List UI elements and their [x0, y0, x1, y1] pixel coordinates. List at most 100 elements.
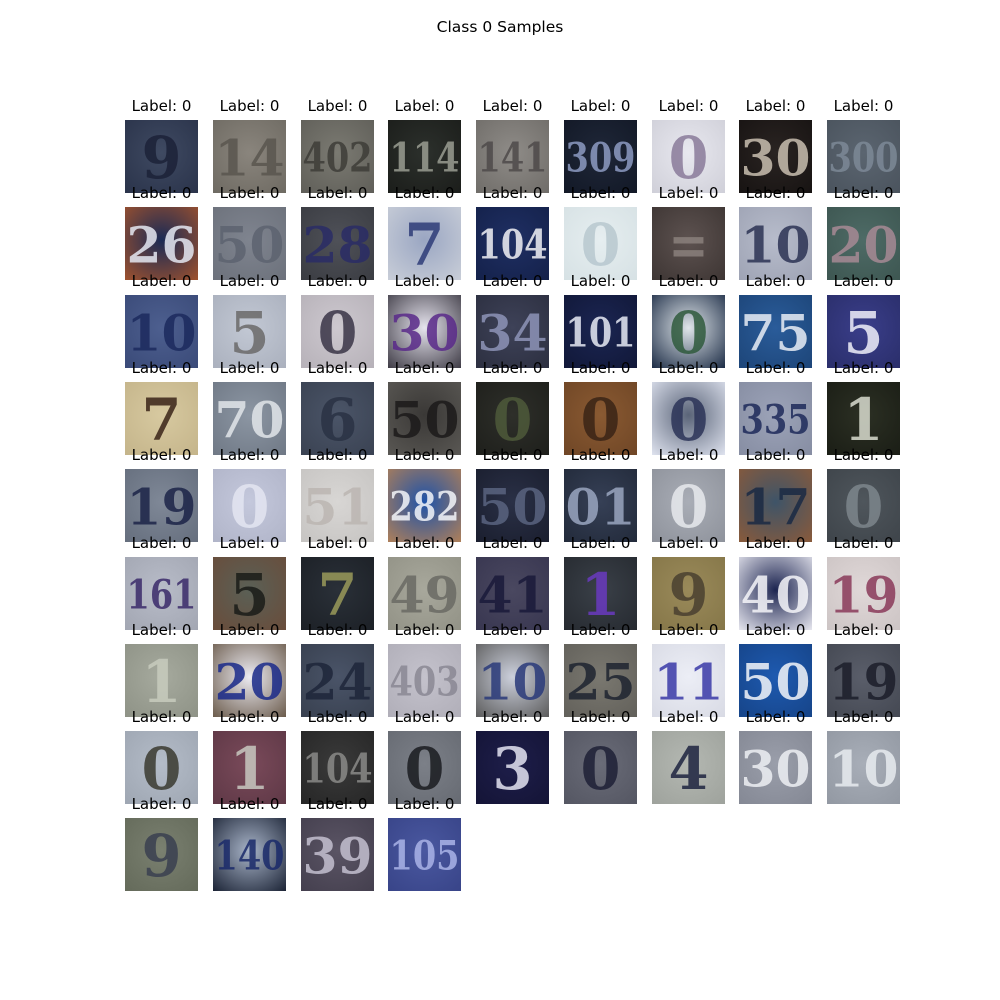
sample-label: Label: 0	[833, 534, 894, 552]
sample-label: Label: 0	[394, 534, 455, 552]
digit-image: 34	[476, 295, 549, 368]
digit-image: 19	[827, 557, 900, 630]
sample-label: Label: 0	[394, 708, 455, 726]
digit-glyph: 0	[493, 386, 533, 454]
digit-image: 0	[652, 295, 725, 368]
sample-label: Label: 0	[394, 184, 455, 202]
digit-glyph: 70	[215, 391, 285, 450]
digit-image: 104	[301, 731, 374, 804]
sample-label: Label: 0	[307, 272, 368, 290]
sample-label: Label: 0	[131, 446, 192, 464]
sample-label: Label: 0	[570, 97, 631, 115]
digit-glyph: 40	[741, 566, 811, 625]
digit-glyph: 39	[303, 827, 373, 886]
sample-label: Label: 0	[307, 97, 368, 115]
digit-image: 10	[476, 644, 549, 717]
sample-label: Label: 0	[658, 446, 719, 464]
digit-image: 0	[125, 731, 198, 804]
sample-label: Label: 0	[570, 708, 631, 726]
digit-image: 5	[213, 295, 286, 368]
digit-image: 75	[739, 295, 812, 368]
digit-glyph: 1	[581, 561, 621, 629]
sample-label: Label: 0	[131, 359, 192, 377]
digit-glyph: 3	[493, 735, 533, 803]
digit-glyph: 403	[390, 659, 460, 706]
digit-image: 335	[739, 382, 812, 455]
digit-image: 141	[476, 120, 549, 193]
digit-glyph: 9	[142, 822, 182, 890]
digit-glyph: 17	[741, 478, 811, 537]
sample-label: Label: 0	[745, 708, 806, 726]
digit-glyph: 19	[829, 653, 899, 712]
digit-image: 14	[213, 120, 286, 193]
sample-label: Label: 0	[745, 446, 806, 464]
sample-label: Label: 0	[833, 272, 894, 290]
digit-image: 20	[827, 207, 900, 280]
digit-image: 10	[827, 731, 900, 804]
digit-image: 9	[652, 557, 725, 630]
digit-image: 40	[739, 557, 812, 630]
digit-image: 0	[827, 469, 900, 542]
sample-label: Label: 0	[131, 272, 192, 290]
digit-glyph: 141	[478, 135, 548, 182]
digit-glyph: 0	[230, 473, 270, 541]
digit-image: 0	[564, 731, 637, 804]
digit-glyph: 5	[230, 561, 270, 629]
digit-glyph: 0	[669, 299, 709, 367]
digit-glyph: 0	[318, 299, 358, 367]
sample-label: Label: 0	[219, 621, 280, 639]
digit-glyph: 7	[405, 211, 445, 279]
sample-label: Label: 0	[219, 446, 280, 464]
digit-glyph: 01	[566, 478, 636, 537]
sample-label: Label: 0	[219, 272, 280, 290]
digit-glyph: 41	[478, 566, 548, 625]
sample-label: Label: 0	[658, 708, 719, 726]
digit-image: 30	[739, 731, 812, 804]
digit-glyph: 114	[390, 135, 460, 182]
digit-image: 30	[739, 120, 812, 193]
digit-image: 5	[827, 295, 900, 368]
digit-image: 4	[652, 731, 725, 804]
digit-image: 7	[125, 382, 198, 455]
sample-label: Label: 0	[307, 184, 368, 202]
digit-glyph: 11	[654, 653, 724, 712]
digit-image: 0	[652, 120, 725, 193]
digit-image: 41	[476, 557, 549, 630]
digit-glyph: 30	[390, 304, 460, 363]
sample-label: Label: 0	[482, 184, 543, 202]
digit-glyph: 19	[829, 566, 899, 625]
sample-label: Label: 0	[394, 272, 455, 290]
digit-image: 0	[652, 382, 725, 455]
digit-image: 39	[301, 818, 374, 891]
digit-glyph: 161	[127, 572, 197, 619]
sample-label: Label: 0	[219, 795, 280, 813]
digit-glyph: 4	[669, 735, 709, 803]
digit-glyph: 50	[215, 216, 285, 275]
digit-glyph: 335	[741, 397, 811, 444]
sample-label: Label: 0	[745, 184, 806, 202]
digit-image: 7	[301, 557, 374, 630]
digit-image: 309	[564, 120, 637, 193]
sample-label: Label: 0	[307, 621, 368, 639]
digit-glyph: 26	[127, 216, 197, 275]
digit-glyph: 0	[581, 735, 621, 803]
sample-label: Label: 0	[307, 795, 368, 813]
digit-image: 11	[652, 644, 725, 717]
digit-glyph: 49	[390, 566, 460, 625]
digit-image: 300	[827, 120, 900, 193]
digit-glyph: 19	[127, 478, 197, 537]
sample-label: Label: 0	[570, 359, 631, 377]
digit-glyph: 50	[478, 478, 548, 537]
digit-glyph: 0	[669, 386, 709, 454]
sample-label: Label: 0	[833, 621, 894, 639]
digit-image: 0	[564, 207, 637, 280]
sample-label: Label: 0	[482, 534, 543, 552]
digit-glyph: 5	[230, 299, 270, 367]
digit-image: 161	[125, 557, 198, 630]
digit-glyph: 9	[669, 561, 709, 629]
digit-image: 1	[564, 557, 637, 630]
digit-glyph: 5	[844, 299, 884, 367]
digit-image: 19	[827, 644, 900, 717]
digit-image: 01	[564, 469, 637, 542]
